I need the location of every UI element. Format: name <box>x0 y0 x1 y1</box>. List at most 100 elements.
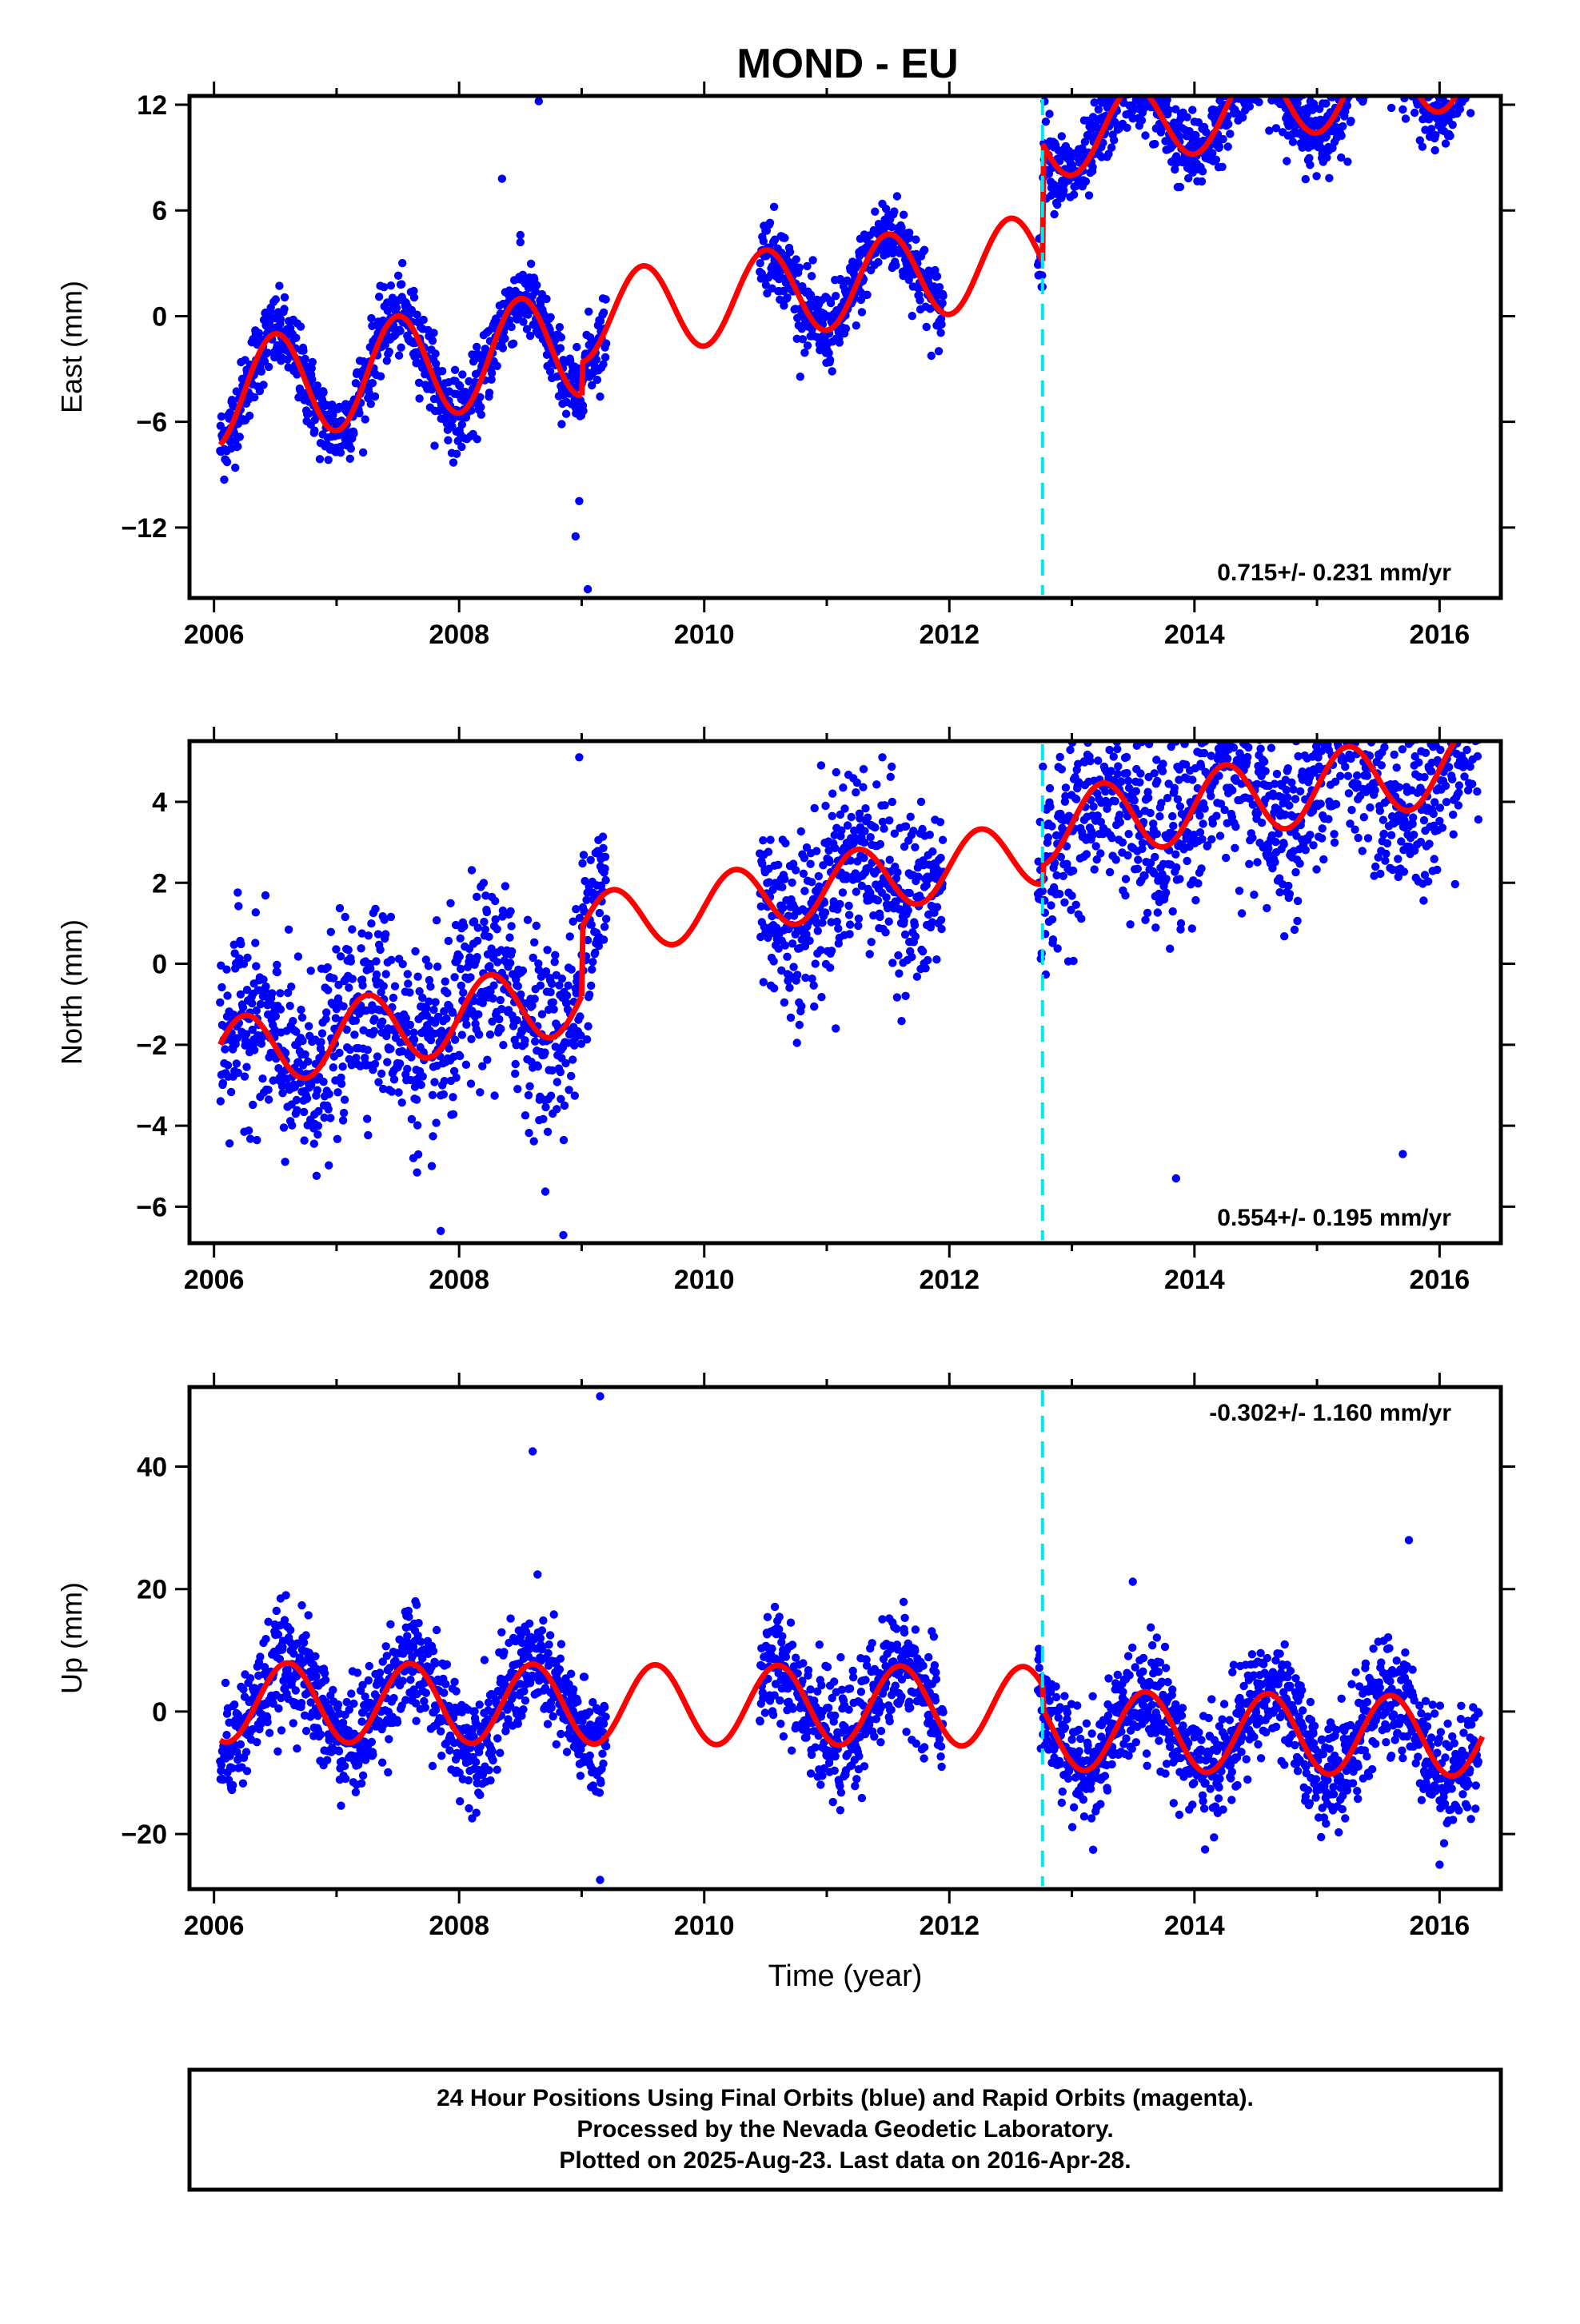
data-point <box>1374 662 1382 670</box>
data-point <box>1355 37 1363 45</box>
data-point <box>216 999 224 1007</box>
data-point <box>1242 50 1250 58</box>
data-point <box>1318 834 1326 842</box>
data-point <box>394 1088 402 1096</box>
data-point <box>1378 761 1386 769</box>
data-point <box>886 855 894 863</box>
data-point <box>1235 49 1243 57</box>
data-point <box>568 966 576 974</box>
data-point <box>1468 68 1476 76</box>
data-point <box>1458 725 1466 733</box>
data-point <box>1406 50 1414 58</box>
data-point <box>1360 86 1368 94</box>
data-point <box>1380 743 1388 751</box>
data-point <box>1226 130 1234 138</box>
data-point <box>1387 104 1395 112</box>
data-point <box>800 349 808 357</box>
data-point <box>1096 730 1104 738</box>
data-point <box>1272 74 1280 82</box>
data-point <box>1434 724 1442 732</box>
data-point <box>1324 724 1332 732</box>
data-point <box>599 832 607 840</box>
data-point <box>1458 45 1466 53</box>
x-tick-label: 2012 <box>919 620 980 650</box>
data-point <box>1332 800 1340 808</box>
data-point <box>1127 79 1135 87</box>
data-point <box>382 970 390 978</box>
data-point <box>241 1072 249 1080</box>
data-point <box>457 443 465 451</box>
data-point <box>553 1105 561 1113</box>
data-point <box>310 1140 318 1148</box>
data-point <box>793 1038 801 1046</box>
data-point <box>1402 114 1410 122</box>
data-point <box>1271 66 1279 74</box>
data-point <box>366 965 374 973</box>
data-point <box>405 988 413 996</box>
data-point <box>783 953 791 961</box>
data-point <box>1237 86 1245 94</box>
data-point <box>525 1129 533 1137</box>
data-point <box>1177 660 1185 668</box>
data-point <box>1268 73 1276 81</box>
data-point <box>937 321 945 329</box>
data-point <box>223 458 231 466</box>
data-point <box>817 761 825 769</box>
data-point <box>1466 63 1474 71</box>
data-point <box>759 836 767 844</box>
data-point <box>1254 72 1262 80</box>
data-point <box>558 975 566 983</box>
data-point <box>1141 131 1149 139</box>
data-point <box>600 864 608 872</box>
data-point <box>1419 70 1427 78</box>
data-point <box>1455 654 1463 662</box>
data-point <box>564 982 572 990</box>
data-point <box>1258 52 1266 60</box>
data-point <box>921 964 929 972</box>
data-point <box>1144 73 1152 81</box>
data-point <box>787 1014 795 1022</box>
data-point <box>457 982 465 990</box>
data-point <box>1471 31 1479 39</box>
data-point <box>1474 60 1482 68</box>
data-point <box>1315 612 1323 620</box>
data-point <box>277 315 285 323</box>
data-point <box>1047 901 1055 909</box>
data-point <box>808 256 816 264</box>
data-point <box>584 1022 592 1030</box>
data-point <box>1369 21 1377 29</box>
data-point <box>1218 163 1226 171</box>
data-point <box>1451 84 1459 92</box>
data-point <box>1270 45 1278 53</box>
data-point <box>1377 692 1385 700</box>
data-point <box>431 349 439 357</box>
data-point <box>1133 46 1141 54</box>
data-point <box>1072 901 1080 909</box>
data-point <box>1118 720 1126 728</box>
data-point <box>390 1075 398 1083</box>
data-point <box>1437 84 1445 92</box>
data-point <box>573 343 581 351</box>
data-point <box>1264 50 1272 58</box>
data-point <box>1445 763 1453 771</box>
data-point <box>294 952 302 960</box>
data-point <box>1218 724 1226 731</box>
data-point <box>324 963 332 971</box>
data-point <box>1146 809 1154 817</box>
data-point <box>1358 720 1366 727</box>
data-point <box>916 296 924 304</box>
data-point <box>1229 68 1237 76</box>
data-point <box>1110 752 1118 760</box>
data-point <box>860 827 868 835</box>
x-tick-label: 2014 <box>1164 620 1225 650</box>
data-point <box>1392 42 1400 50</box>
data-point <box>541 1187 549 1195</box>
data-point <box>1238 58 1246 66</box>
data-point <box>1358 34 1366 42</box>
data-point <box>1231 823 1239 831</box>
data-point <box>1177 919 1185 927</box>
data-point <box>265 363 273 371</box>
data-point <box>1206 703 1214 711</box>
data-point <box>1361 704 1369 712</box>
